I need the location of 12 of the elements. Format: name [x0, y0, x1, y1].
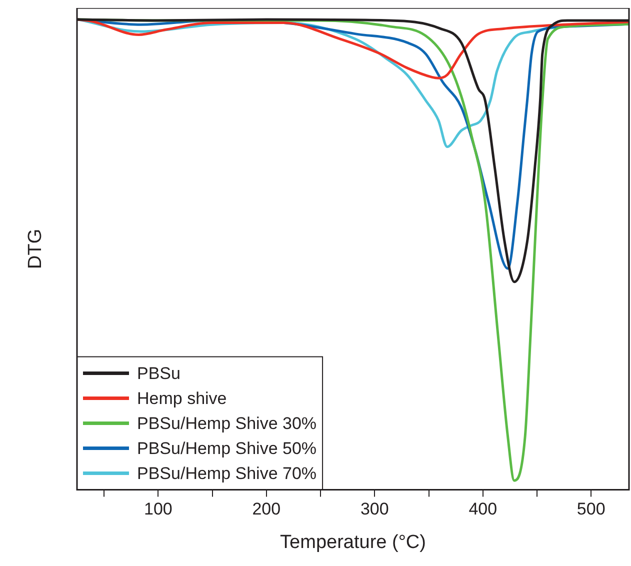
x-tick-label: 300 [360, 500, 389, 519]
legend-label: PBSu/Hemp Shive 70% [137, 464, 317, 483]
legend-label: PBSu [137, 364, 180, 383]
legend-label: PBSu/Hemp Shive 30% [137, 414, 317, 433]
x-tick-label: 500 [576, 500, 606, 519]
y-axis-title: DTG [25, 228, 46, 269]
legend-label: PBSu/Hemp Shive 50% [137, 438, 317, 458]
x-tick-label: 400 [468, 500, 498, 519]
x-axis-title: Temperature (°C) [280, 532, 426, 553]
legend-label: Hemp shive [137, 388, 227, 408]
x-tick-label: 100 [144, 500, 172, 519]
x-tick-label: 200 [252, 500, 281, 519]
